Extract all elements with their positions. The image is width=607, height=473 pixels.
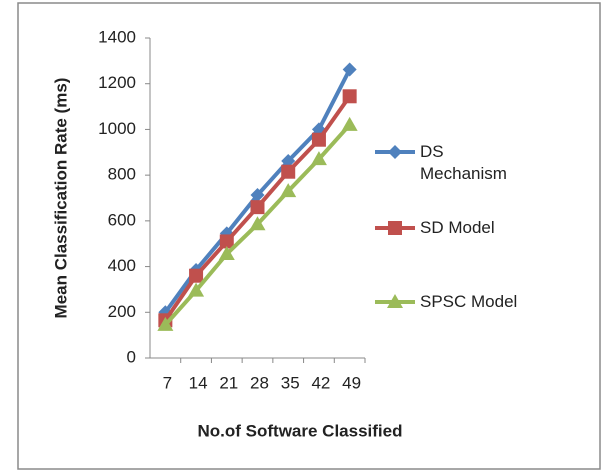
data-point: [281, 153, 296, 168]
x-tick-label: 21: [219, 373, 238, 392]
data-point: [342, 62, 357, 77]
data-point: [219, 234, 234, 249]
data-point: [310, 151, 327, 166]
data-point: [342, 89, 357, 104]
y-tick-label: 200: [108, 302, 136, 321]
x-tick-label: 7: [163, 373, 172, 392]
y-tick-label: 1000: [98, 119, 136, 138]
data-point: [250, 188, 265, 203]
legend-label: SPSC Model: [420, 292, 518, 311]
data-point: [341, 116, 358, 131]
x-tick-label: 42: [311, 373, 330, 392]
y-tick-label: 0: [127, 347, 136, 366]
x-tick-label: 49: [342, 373, 361, 392]
data-point: [280, 183, 297, 198]
data-point: [281, 164, 296, 179]
x-tick-label: 14: [189, 373, 208, 392]
y-tick-label: 400: [108, 256, 136, 275]
x-tick-label: 35: [281, 373, 300, 392]
data-point: [249, 216, 266, 231]
y-tick-label: 800: [108, 165, 136, 184]
legend-marker: [388, 221, 402, 235]
data-point: [189, 268, 204, 283]
legend-label: SD Model: [420, 218, 495, 237]
y-tick-label: 1400: [98, 27, 136, 46]
data-point: [250, 200, 265, 215]
data-point: [311, 132, 326, 147]
x-axis-label: No.of Software Classified: [198, 421, 403, 440]
y-tick-label: 1200: [98, 73, 136, 92]
legend-label: DS Mechanism: [420, 142, 507, 183]
y-axis-label: Mean Classification Rate (ms): [51, 78, 70, 319]
data-point: [188, 282, 205, 297]
x-tick-label: 28: [250, 373, 269, 392]
y-tick-label: 600: [108, 210, 136, 229]
legend-marker: [387, 294, 403, 308]
data-point: [218, 246, 235, 260]
legend-marker: [388, 145, 402, 159]
chart-border: [17, 2, 601, 470]
data-point: [157, 316, 174, 331]
